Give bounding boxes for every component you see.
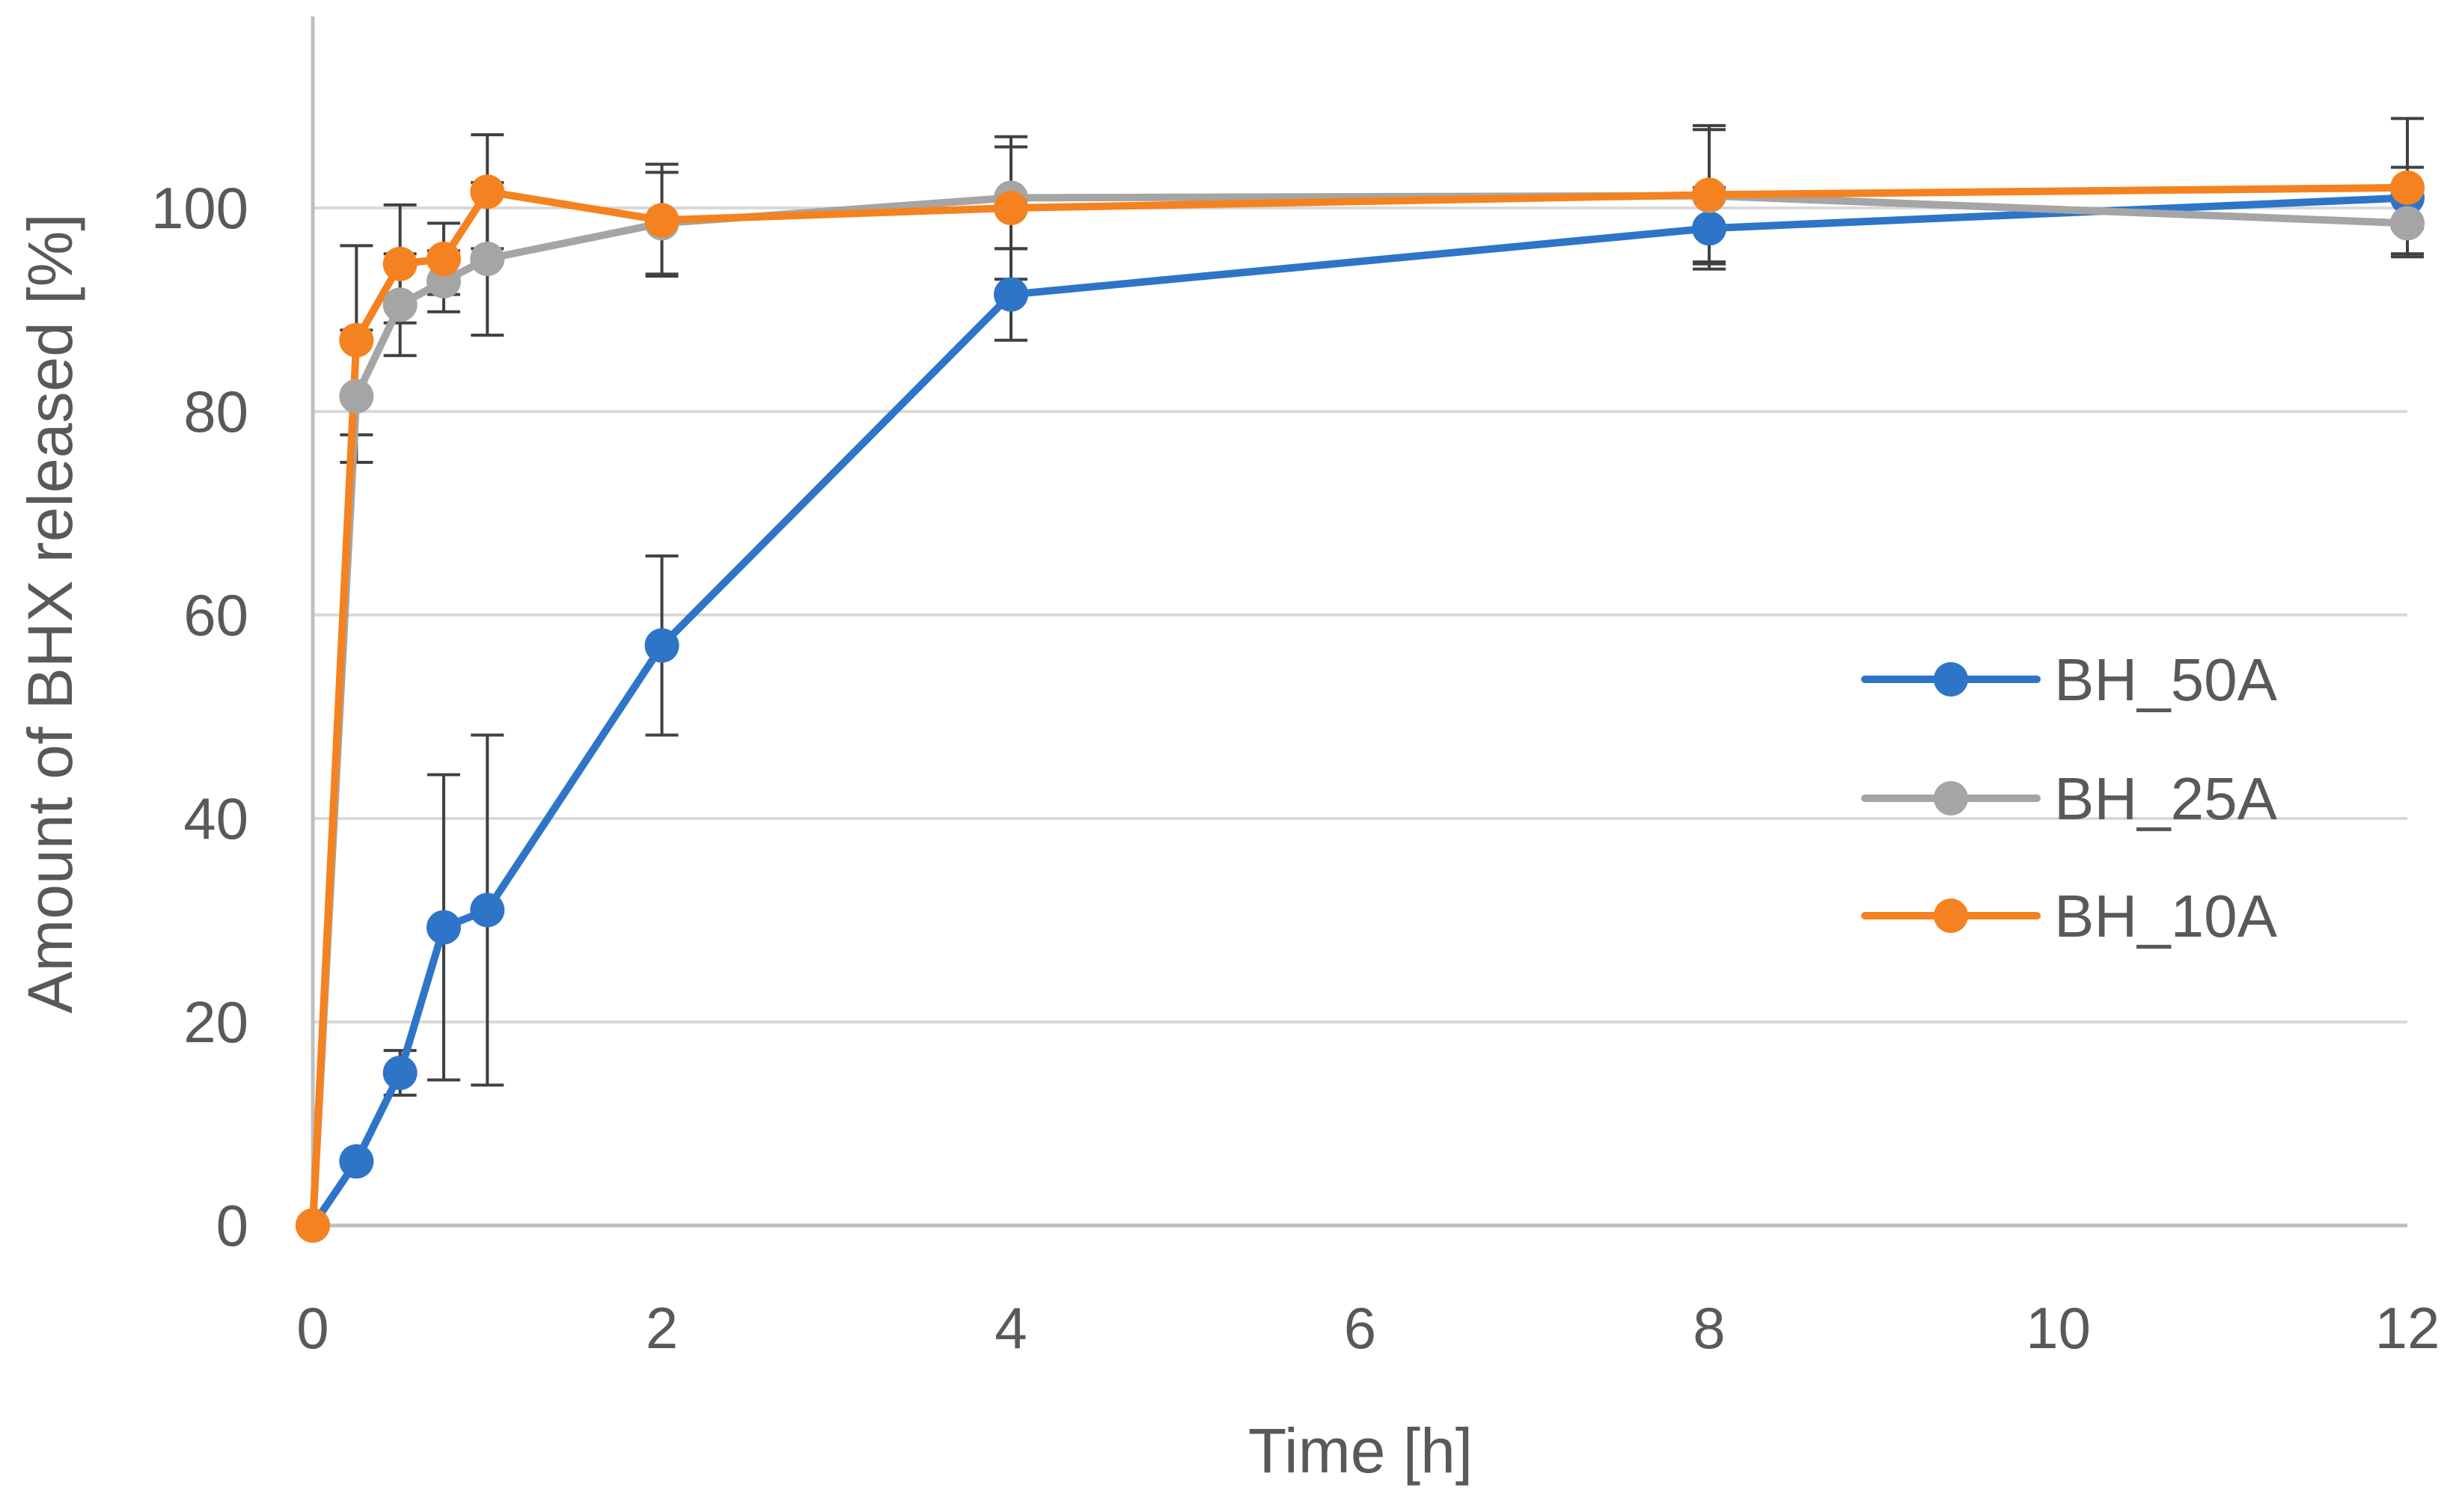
data-point-bh-10a	[644, 203, 679, 238]
data-point-bh-50a	[382, 1056, 418, 1090]
x-tick-label: 8	[1693, 1295, 1725, 1361]
x-tick-label: 0	[296, 1295, 329, 1361]
y-tick-label: 60	[183, 582, 248, 648]
x-tick-label: 2	[646, 1295, 678, 1361]
x-axis-title: Time [h]	[1248, 1415, 1473, 1486]
data-point-bh-10a	[382, 246, 418, 281]
x-tick-label: 4	[995, 1295, 1027, 1361]
y-tick-label: 80	[183, 379, 248, 444]
data-point-bh-50a	[470, 893, 505, 928]
data-point-bh-50a	[426, 910, 461, 945]
data-point-bh-10a	[296, 1208, 330, 1243]
legend-entry-bh-50a: BH_50A	[1861, 646, 2278, 713]
y-tick-label: 20	[183, 989, 248, 1055]
x-tick-label: 6	[1344, 1295, 1376, 1361]
data-points	[296, 170, 2425, 1243]
data-point-bh-50a	[994, 277, 1028, 312]
y-tick-label: 100	[151, 175, 248, 241]
legend-label: BH_25A	[2054, 765, 2278, 832]
y-tick-label: 0	[216, 1193, 248, 1258]
data-point-bh-10a	[426, 242, 461, 276]
data-point-bh-10a	[2390, 170, 2425, 205]
data-point-bh-50a	[1692, 211, 1726, 246]
legend-swatch-marker	[1934, 781, 1968, 815]
axes	[311, 16, 2407, 1228]
tick-labels: 0 20 40 60 80 100 0 2 4 6 8 10 12	[151, 175, 2440, 1361]
legend-swatch-marker	[1934, 899, 1968, 933]
data-point-bh-25a	[339, 379, 374, 414]
data-point-bh-50a	[644, 628, 679, 663]
y-axis-title: Amount of BHX released [%]	[15, 213, 85, 1013]
x-tick-label: 12	[2375, 1295, 2440, 1361]
legend-label: BH_50A	[2054, 646, 2278, 713]
legend-entry-bh-25a: BH_25A	[1861, 765, 2278, 832]
data-point-bh-10a	[994, 191, 1028, 225]
legend: BH_50A BH_25A BH_10A	[1861, 646, 2278, 949]
data-point-bh-25a	[470, 242, 505, 276]
data-point-bh-50a	[339, 1144, 374, 1179]
legend-label: BH_10A	[2054, 883, 2278, 949]
data-point-bh-25a	[382, 287, 418, 322]
data-point-bh-10a	[1692, 177, 1726, 212]
y-tick-label: 40	[183, 786, 248, 851]
data-point-bh-10a	[339, 322, 374, 358]
data-point-bh-25a	[2390, 206, 2425, 241]
legend-swatch-marker	[1934, 662, 1968, 697]
legend-entry-bh-10a: BH_10A	[1861, 883, 2278, 949]
data-point-bh-10a	[470, 174, 505, 209]
x-tick-label: 10	[2026, 1295, 2091, 1361]
